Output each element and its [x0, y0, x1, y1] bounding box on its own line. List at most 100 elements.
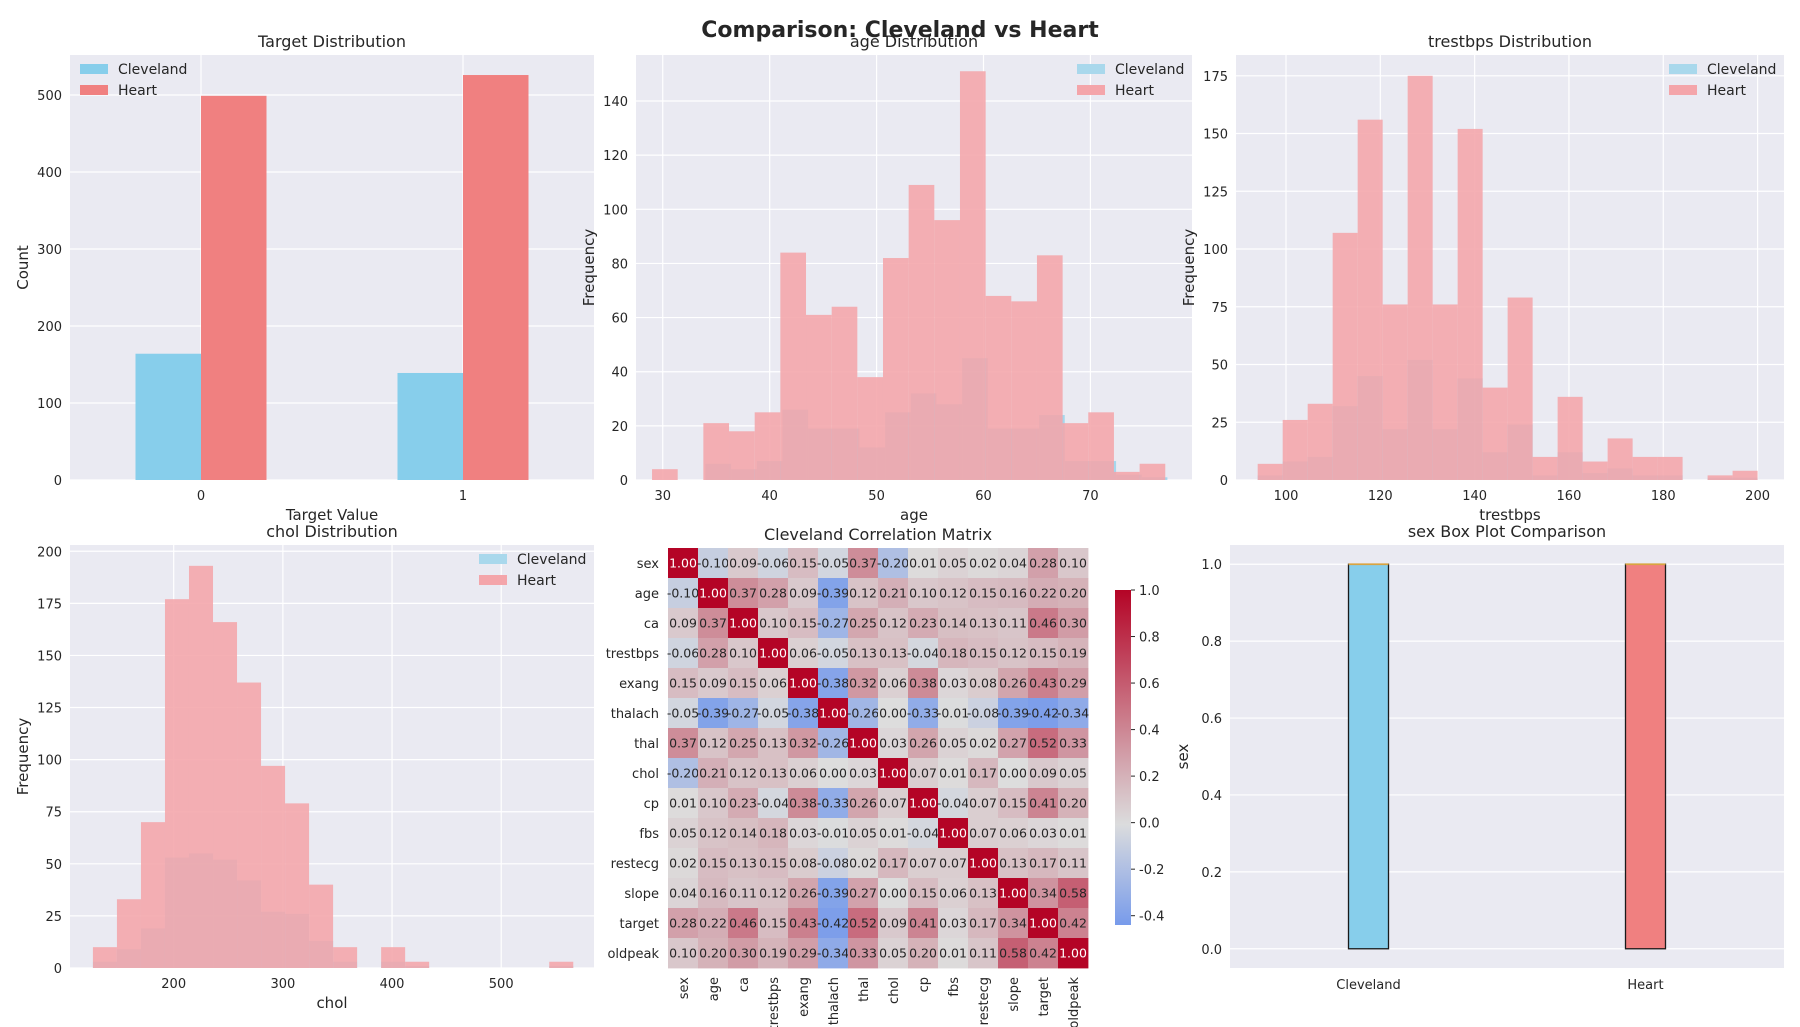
heatmap-cell-label: -0.01 [817, 826, 849, 841]
legend-label: Cleveland [1707, 62, 1776, 78]
legend-label: Heart [118, 83, 157, 99]
heatmap-cell [878, 668, 909, 699]
y-tick-label: 60 [611, 312, 628, 327]
heatmap-cell-label: 0.07 [969, 826, 997, 841]
heatmap-cell-label: -0.08 [967, 706, 999, 721]
legend-swatch [80, 64, 108, 74]
heatmap-cell-label: 1.00 [789, 676, 817, 691]
heatmap-cell [908, 728, 939, 759]
heatmap-cell [908, 818, 939, 849]
heatmap-cell-label: 0.03 [939, 676, 967, 691]
heatmap-cell-label: 0.11 [1059, 856, 1087, 871]
y-tick-label: 100 [37, 397, 62, 412]
heart-hist-bar [908, 184, 935, 480]
y-axis-label: sex [1174, 744, 1192, 770]
heatmap-row-label: ca [644, 617, 659, 632]
heatmap-col-label: oldpeak [1067, 977, 1082, 1027]
heatmap-cell [878, 908, 909, 939]
heatmap-cell [1058, 728, 1089, 759]
heatmap-cell [968, 908, 999, 939]
y-tick-label: 25 [1211, 416, 1228, 431]
heatmap-cell-label: 0.07 [939, 856, 967, 871]
heatmap-cell-label: -0.20 [667, 766, 699, 781]
heatmap-cell-label: 0.46 [1029, 616, 1057, 631]
heatmap-cell-label: 0.05 [939, 556, 967, 571]
heatmap-cell [788, 668, 819, 699]
heatmap-cell-label: 0.02 [969, 556, 997, 571]
heatmap-cell-label: 0.05 [879, 946, 907, 961]
heatmap-cell [698, 728, 729, 759]
heatmap-cell [938, 938, 969, 969]
heatmap-cell [788, 908, 819, 939]
y-axis-label: Frequency [580, 229, 598, 307]
y-tick-label: 200 [37, 320, 62, 335]
heatmap-cell [698, 848, 729, 879]
heatmap-cell-label: 0.28 [669, 916, 697, 931]
heatmap-cell [1028, 728, 1059, 759]
heart-hist-bar [1113, 471, 1140, 480]
heatmap-cell-label: 0.12 [849, 586, 877, 601]
heatmap-col-label: thal [857, 977, 872, 1002]
heatmap-cell [1028, 818, 1059, 849]
heatmap-cell-label: 0.21 [699, 766, 727, 781]
heatmap-cell-label: 0.41 [1029, 796, 1057, 811]
x-tick-label: 50 [868, 489, 885, 504]
heatmap-row-label: fbs [639, 827, 659, 842]
legend-label: Heart [517, 573, 556, 589]
heatmap-cell-label: 1.00 [879, 766, 907, 781]
heatmap-cell [1028, 758, 1059, 789]
heatmap-cell-label: 1.00 [909, 796, 937, 811]
heatmap-cell-label: 0.43 [789, 916, 817, 931]
heatmap-row-label: thalach [611, 707, 659, 722]
heatmap-cell-label: 0.13 [879, 646, 907, 661]
heart-hist-bar [882, 258, 909, 480]
heatmap-cell [728, 548, 759, 579]
heatmap-cell [788, 638, 819, 669]
heatmap-cell [728, 668, 759, 699]
heart-hist-bar [405, 961, 430, 968]
heatmap-cell [878, 548, 909, 579]
heatmap-cell [668, 608, 699, 639]
heatmap-cell [878, 638, 909, 669]
colorbar-tick-label: -0.4 [1139, 910, 1164, 925]
y-tick-label: 100 [37, 754, 62, 769]
heatmap-cell [668, 548, 699, 579]
heatmap-cell [758, 878, 789, 909]
heart-hist-bar [1432, 304, 1458, 480]
heatmap-cell [788, 788, 819, 819]
heatmap-cell-label: 0.18 [939, 646, 967, 661]
heatmap-cell-label: 0.05 [849, 826, 877, 841]
heart-hist-bar [831, 306, 858, 480]
heatmap-cell-label: 0.15 [759, 856, 787, 871]
heatmap-cell-label: 0.07 [969, 796, 997, 811]
heatmap-cell-label: 0.17 [969, 766, 997, 781]
heart-hist-bar [1632, 456, 1658, 480]
heatmap-cell-label: 0.19 [1059, 646, 1087, 661]
chart-title: chol Distribution [266, 522, 398, 541]
heatmap-cell [878, 848, 909, 879]
heatmap-cell [878, 758, 909, 789]
heatmap-cell-label: 0.05 [939, 736, 967, 751]
heatmap-cell [938, 638, 969, 669]
heart-hist-bar [1332, 232, 1358, 480]
heatmap-cell [908, 848, 939, 879]
y-tick-label: 175 [37, 597, 62, 612]
heatmap-cell-label: 0.07 [909, 856, 937, 871]
heatmap-cell [728, 788, 759, 819]
heatmap-cell [788, 848, 819, 879]
heatmap-cell [818, 938, 849, 969]
heatmap-cell [908, 548, 939, 579]
cleveland-bar [397, 372, 463, 480]
legend-label: Heart [1707, 83, 1746, 99]
target-distribution-chart: 0 100 200 300 400 500 Target Distribution Targe… [14, 32, 594, 524]
heatmap-cell-label: -0.42 [817, 916, 849, 931]
legend-label: Cleveland [1115, 62, 1184, 78]
heatmap-cell-label: 0.00 [999, 766, 1027, 781]
y-axis-label: Count [14, 245, 32, 290]
heatmap-cell [788, 578, 819, 609]
heatmap-cell [878, 608, 909, 639]
heart-hist-bar [1307, 403, 1333, 480]
heatmap-cell-label: 0.42 [1059, 916, 1087, 931]
heatmap-cell-label: 0.15 [969, 646, 997, 661]
